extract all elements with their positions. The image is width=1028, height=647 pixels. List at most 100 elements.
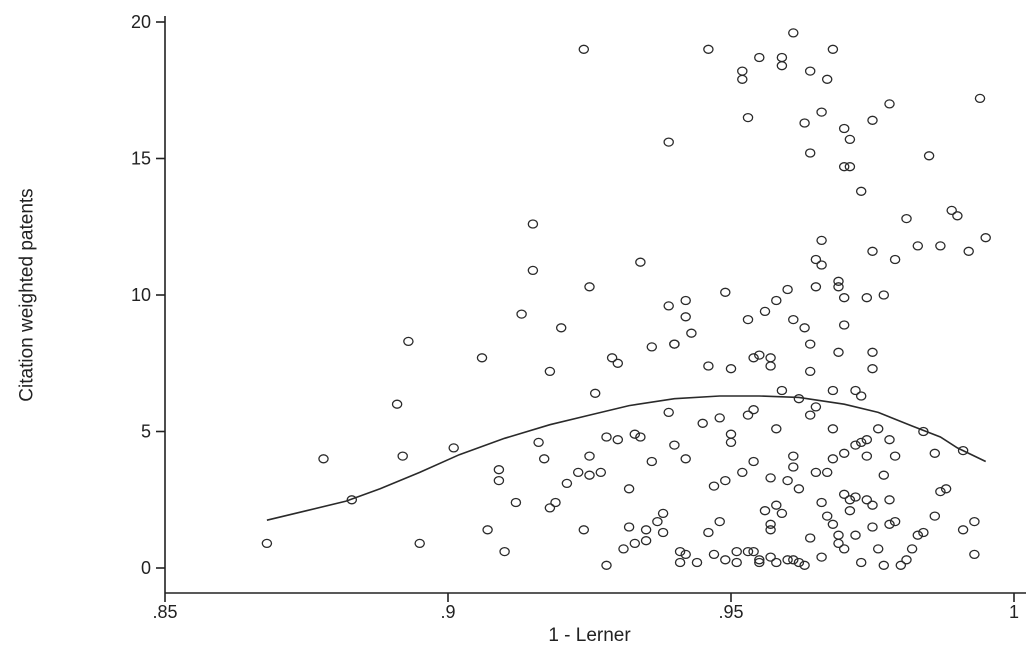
data-point [731,546,742,557]
data-point [884,435,895,445]
data-point [782,284,793,295]
data-point [510,497,522,508]
data-point [527,265,539,276]
data-point [680,312,691,322]
data-point [816,235,827,246]
data-point [804,410,816,420]
data-point [754,52,765,63]
data-point [940,484,952,494]
data-point [799,323,810,333]
data-point [980,233,991,243]
data-point [861,293,873,303]
data-point [793,484,805,494]
data-point [748,546,759,557]
data-point [623,522,635,532]
data-point [703,527,714,538]
data-point [957,445,969,456]
data-point [493,475,505,486]
y-tick-label: 5 [141,422,151,442]
data-point [810,402,822,412]
data-point [929,511,941,521]
data-point [901,555,912,565]
data-point [640,525,652,535]
data-point [771,424,782,434]
data-point [844,162,856,172]
data-point [742,410,754,420]
axes [164,16,1026,594]
data-point [861,451,873,461]
data-point [782,555,793,565]
data-point [737,74,748,84]
data-point [889,254,901,265]
data-point [663,301,674,311]
data-point [923,151,935,161]
data-point [663,407,674,418]
data-point [850,492,861,502]
data-point [906,544,918,554]
data-point [759,306,771,317]
data-point [635,432,646,442]
data-point [867,115,878,125]
data-point [482,525,493,535]
data-point [754,555,765,565]
data-point [810,282,822,292]
data-point [929,448,941,458]
data-point [391,399,403,409]
data-point [754,350,765,360]
data-point [867,500,878,510]
data-point [589,388,601,398]
data-point [606,353,618,363]
data-point [578,525,590,535]
y-axis-title: Citation weighted patents [17,188,38,401]
x-axis-title: 1 - Lerner [548,625,631,646]
data-point [714,516,725,527]
data-point [867,347,878,357]
y-ticks: 0 5 10 15 20 [131,12,165,578]
data-point [850,530,861,540]
data-point [714,413,725,423]
data-point [799,560,810,570]
data-point [731,557,742,568]
data-point [901,213,912,224]
data-point [793,394,805,404]
data-point [838,320,850,330]
data-point [782,475,793,486]
data-point [635,257,646,267]
data-point [499,546,510,557]
data-point [629,429,641,439]
data-point [776,385,788,396]
data-point [748,353,759,363]
data-point [788,462,799,472]
data-point [974,93,986,104]
data-point [674,557,686,568]
data-point [448,443,459,453]
data-point [765,519,776,529]
data-point [516,309,527,319]
data-point [776,508,788,519]
x-tick-label: .85 [152,602,177,622]
data-point [754,557,765,568]
data-point [804,339,816,349]
data-point [952,211,963,221]
data-point [601,560,612,570]
data-point [935,241,946,251]
data-point [476,353,488,363]
data-point [578,44,590,54]
data-point [838,123,850,134]
data-point [765,353,776,363]
data-point [703,44,714,54]
x-tick-label: .9 [440,602,455,622]
data-point [771,500,782,510]
data-point [833,347,844,357]
y-tick-label: 10 [131,285,151,305]
data-point [533,437,544,448]
data-point [640,536,652,546]
fitted-curve [266,395,987,521]
data-point [816,260,827,270]
data-point [657,527,669,538]
data-point [804,366,816,377]
data-point [725,364,737,374]
data-point [855,391,867,401]
data-point [765,473,776,483]
